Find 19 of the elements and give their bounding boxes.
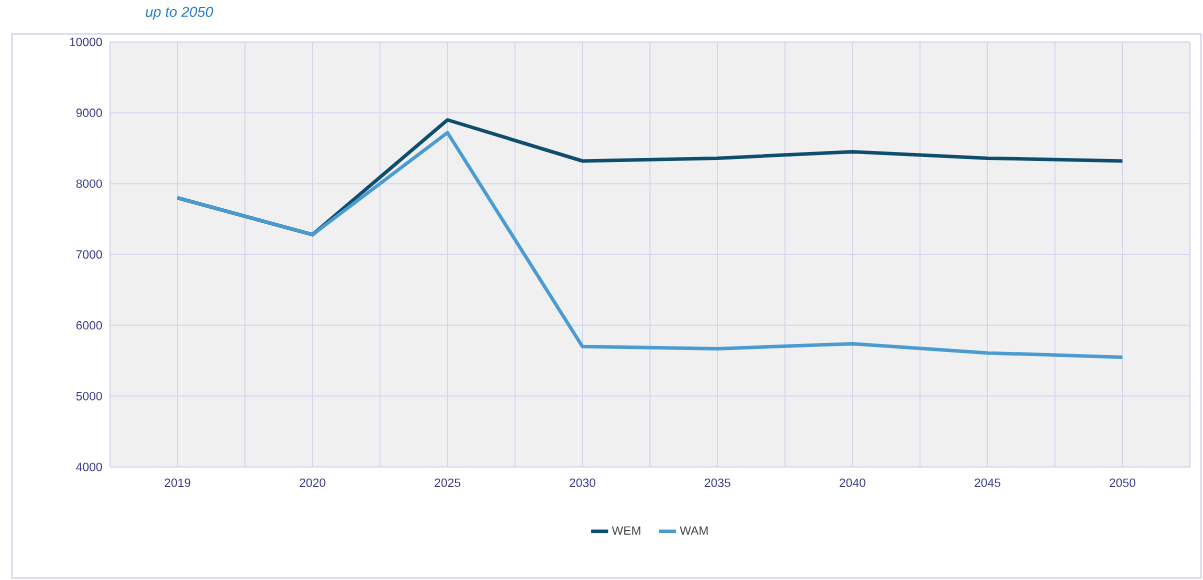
- y-tick-label: 9000: [76, 108, 103, 118]
- y-tick-label: 8000: [76, 179, 103, 188]
- y-tick-label: 7000: [76, 250, 103, 259]
- x-tick-label: 2040: [839, 478, 866, 488]
- y-tick-label: 10000: [70, 37, 103, 47]
- x-tick-label: 2035: [704, 478, 731, 488]
- y-tick-label: 6000: [76, 321, 103, 330]
- x-tick-label: 2025: [434, 478, 461, 488]
- legend-label: WAM: [679, 526, 708, 535]
- x-tick-label: 2050: [1109, 478, 1136, 488]
- y-tick-label: 5000: [76, 391, 103, 401]
- chart-title: up to 2050: [145, 6, 214, 20]
- x-tick-label: 2019: [164, 478, 191, 488]
- x-tick-label: 2045: [974, 478, 1001, 488]
- line-series: [175, 130, 1125, 359]
- x-tick-label: 2030: [569, 478, 596, 488]
- legend-label: WEM: [611, 526, 641, 535]
- y-tick-label: 4000: [76, 462, 103, 472]
- x-tick-label: 2020: [299, 478, 326, 488]
